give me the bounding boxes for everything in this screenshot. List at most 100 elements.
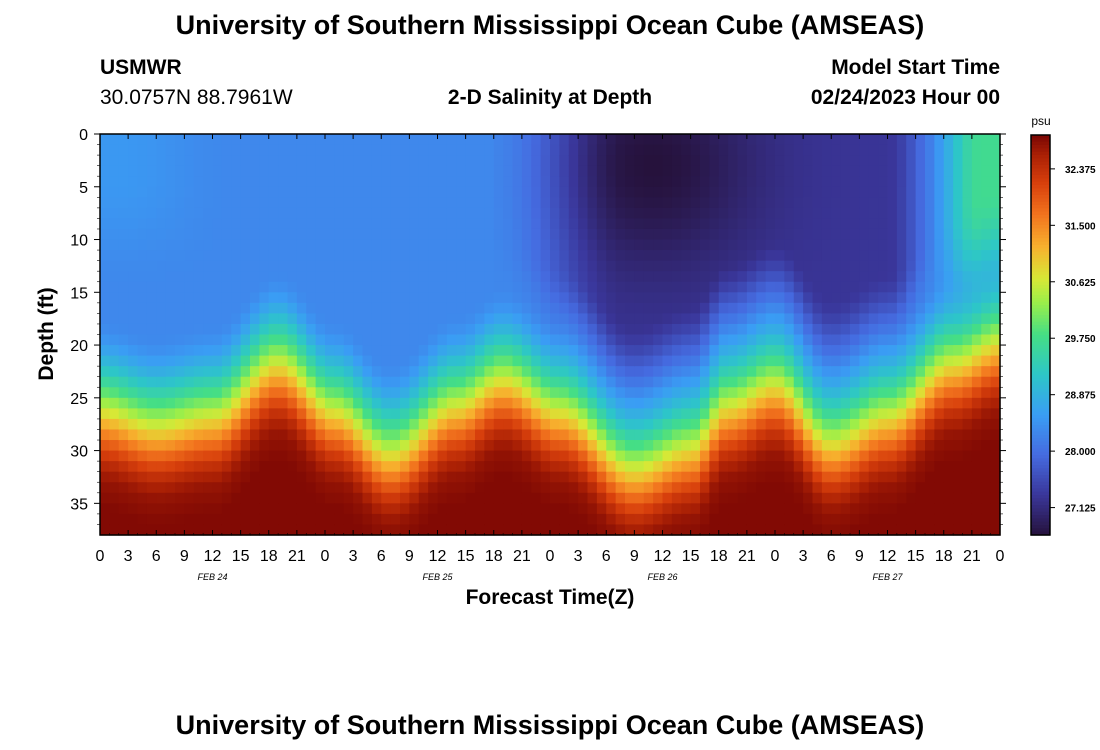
heatmap-cell (306, 334, 317, 346)
heatmap-cell (100, 302, 110, 314)
heatmap-cell (287, 207, 298, 220)
heatmap-cell (831, 418, 842, 431)
heatmap-cell (803, 524, 814, 536)
heatmap-cell (690, 513, 701, 526)
heatmap-cell (653, 186, 664, 198)
heatmap-cell (690, 292, 701, 304)
heatmap-cell (615, 186, 626, 198)
heatmap-cell (100, 387, 110, 399)
heatmap-cell (634, 323, 645, 336)
heatmap-cell (718, 186, 729, 198)
heatmap-cell (690, 281, 701, 293)
heatmap-cell (231, 461, 242, 473)
heatmap-cell (896, 260, 907, 272)
x-tick-label: 9 (180, 548, 189, 565)
heatmap-cell (625, 228, 635, 241)
heatmap-cell (296, 387, 307, 399)
heatmap-cell (812, 524, 823, 536)
heatmap-cell (334, 228, 345, 241)
heatmap-cell (606, 418, 617, 431)
heatmap-cell (456, 260, 467, 272)
heatmap-cell (428, 461, 439, 473)
heatmap-cell (446, 366, 457, 378)
heatmap-cell (475, 323, 485, 336)
heatmap-cell (737, 313, 748, 325)
heatmap-cell (118, 524, 129, 536)
heatmap-cell (146, 461, 157, 473)
heatmap-cell (381, 313, 392, 325)
heatmap-cell (550, 134, 560, 146)
heatmap-cell (784, 440, 795, 452)
heatmap-cell (137, 323, 148, 336)
heatmap-cell (718, 218, 729, 230)
heatmap-cell (990, 134, 1001, 146)
heatmap-cell (493, 418, 504, 431)
heatmap-cell (278, 165, 289, 177)
heatmap-cell (100, 503, 110, 515)
heatmap-cell (250, 387, 260, 399)
heatmap-cell (146, 408, 157, 420)
heatmap-cell (953, 376, 964, 388)
heatmap-cell (287, 165, 298, 177)
colorbar-tick-label: 28.000 (1065, 447, 1096, 458)
colorbar-segment (1031, 188, 1050, 193)
heatmap-cell (156, 408, 167, 420)
heatmap-cell (503, 207, 514, 220)
heatmap-cell (456, 418, 467, 431)
colorbar-segment (1031, 321, 1050, 326)
heatmap-cell (709, 260, 720, 272)
heatmap-cell (212, 239, 223, 251)
heatmap-cell (193, 376, 204, 388)
heatmap-cell (484, 260, 495, 272)
heatmap-cell (306, 387, 317, 399)
heatmap-cell (259, 345, 270, 357)
heatmap-cell (690, 397, 701, 409)
heatmap-cell (587, 144, 598, 156)
heatmap-cell (531, 271, 542, 283)
colorbar-segment (1031, 231, 1050, 236)
heatmap-cell (784, 155, 795, 167)
colorbar-segment (1031, 258, 1050, 263)
heatmap-cell (203, 418, 214, 431)
x-tick-label: 15 (907, 548, 925, 565)
heatmap-cell (381, 440, 392, 452)
heatmap-cell (184, 207, 195, 220)
heatmap-cell (493, 176, 504, 188)
heatmap-cell (175, 197, 185, 209)
heatmap-cell (193, 461, 204, 473)
heatmap-cell (184, 239, 195, 251)
heatmap-cell (840, 429, 851, 441)
heatmap-cell (550, 302, 560, 314)
heatmap-cell (381, 429, 392, 441)
heatmap-cell (503, 397, 514, 409)
heatmap-cell (700, 408, 710, 420)
heatmap-cell (746, 218, 757, 230)
heatmap-cell (681, 134, 692, 146)
heatmap-cell (643, 260, 654, 272)
heatmap-cell (625, 471, 635, 483)
heatmap-cell (306, 366, 317, 378)
heatmap-cell (118, 302, 129, 314)
heatmap-cell (887, 334, 898, 346)
heatmap-cell (353, 165, 364, 177)
heatmap-cell (943, 524, 954, 536)
heatmap-cell (925, 271, 935, 283)
heatmap-cell (428, 366, 439, 378)
heatmap-cell (568, 376, 579, 388)
heatmap-cell (315, 186, 326, 198)
heatmap-cell (428, 408, 439, 420)
heatmap-cell (606, 207, 617, 220)
heatmap-cell (428, 323, 439, 336)
colorbar-segment (1031, 195, 1050, 199)
heatmap-cell (503, 450, 514, 462)
heatmap-cell (390, 408, 401, 420)
heatmap-cell (465, 513, 476, 526)
heatmap-cell (850, 429, 860, 441)
heatmap-cell (484, 376, 495, 388)
heatmap-cell (559, 155, 570, 167)
heatmap-cell (334, 471, 345, 483)
heatmap-cell (831, 461, 842, 473)
heatmap-cell (653, 492, 664, 504)
heatmap-cell (109, 228, 120, 241)
heatmap-cell (821, 260, 832, 272)
